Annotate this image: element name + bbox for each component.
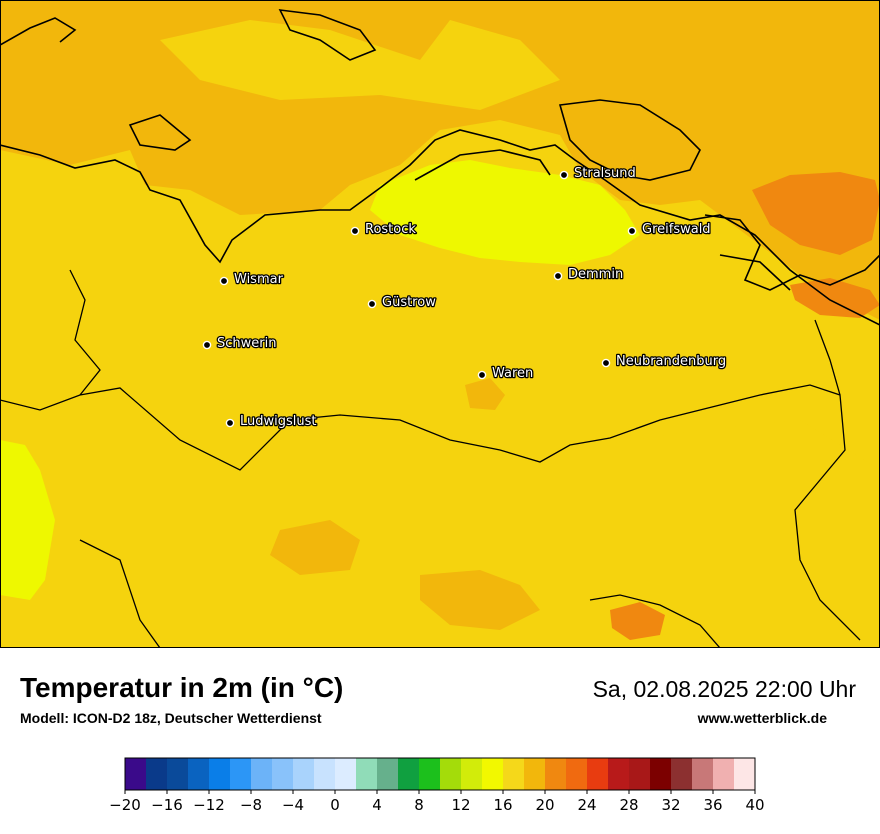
city-markers: Stralsund Rostock Greifswald Demmin Wism… [202, 165, 727, 430]
colorbar-tick-label: −16 [151, 796, 183, 814]
temperature-map[interactable]: Stralsund Rostock Greifswald Demmin Wism… [0, 0, 880, 648]
colorbar-segment [188, 758, 210, 790]
city-greifswald[interactable]: Greifswald [627, 221, 712, 238]
cool-patch-east [752, 172, 880, 255]
model-info: Modell: ICON-D2 18z, Deutscher Wetterdie… [20, 710, 322, 726]
colorbar-segment [167, 758, 189, 790]
colorbar-tick-label: 24 [577, 796, 596, 814]
city-stralsund[interactable]: Stralsund [559, 165, 637, 182]
colorbar-segment [671, 758, 693, 790]
colorbar-segment [482, 758, 504, 790]
colorbar-tick-label: 4 [372, 796, 382, 814]
colorbar-segment [209, 758, 231, 790]
colorbar-tick-label: −4 [282, 796, 304, 814]
colorbar-segment [692, 758, 714, 790]
colorbar-segment [125, 758, 147, 790]
warm-strip-west [0, 440, 55, 600]
city-rostock[interactable]: Rostock [350, 221, 418, 238]
colorbar-tick-label: 40 [745, 796, 764, 814]
coastlines [0, 9, 880, 326]
colorbar-segment [419, 758, 441, 790]
city-guestrow[interactable]: Güstrow [367, 294, 437, 311]
colorbar-tick-label: 8 [414, 796, 424, 814]
colorbar-segment [503, 758, 525, 790]
colorbar-tick-label: −12 [193, 796, 225, 814]
colorbar-segment [398, 758, 420, 790]
city-label-demmin: Demmin [568, 267, 623, 282]
colorbar-tick-label: 20 [535, 796, 554, 814]
colorbar-segment [272, 758, 294, 790]
forecast-datetime: Sa, 02.08.2025 22:00 Uhr [592, 676, 856, 702]
colorbar-segment [650, 758, 672, 790]
colorbar-segment [587, 758, 609, 790]
city-neubrandenburg[interactable]: Neubrandenburg [601, 353, 727, 370]
colorbar-segment [524, 758, 546, 790]
colorbar-tick-label: 28 [619, 796, 638, 814]
colorbar-tick-label: 12 [451, 796, 470, 814]
warm-patch-north-sea [160, 20, 560, 110]
colorbar-segment [566, 758, 588, 790]
orange-patch-south2 [420, 570, 540, 630]
colorbar-segment [608, 758, 630, 790]
colorbar-svg: −20 −16 −12 −8 −4 0 4 8 12 16 20 24 28 32 36 40 [109, 757, 765, 814]
colorbar-segment [377, 758, 399, 790]
colorbar-segment [230, 758, 252, 790]
city-label-waren: Waren [492, 366, 533, 381]
land-area-west [0, 385, 880, 648]
colorbar-segment [314, 758, 336, 790]
city-schwerin[interactable]: Schwerin [202, 335, 278, 352]
colorbar-segment [146, 758, 168, 790]
colorbar-tick-label: 0 [330, 796, 340, 814]
colorbar-segment [251, 758, 273, 790]
borders [0, 269, 861, 648]
colorbar-segment [335, 758, 357, 790]
map-canvas: Stralsund Rostock Greifswald Demmin Wism… [0, 0, 880, 648]
colorbar-segment [356, 758, 378, 790]
colorbar-tick-label: −8 [240, 796, 262, 814]
colorbar-segment [629, 758, 651, 790]
colorbar-segment [713, 758, 735, 790]
city-label-wismar: Wismar [234, 272, 284, 287]
city-waren[interactable]: Waren [477, 365, 535, 382]
colorbar-segment [461, 758, 483, 790]
colorbar-frame [124, 757, 756, 791]
city-label-greifswald: Greifswald [642, 222, 711, 237]
cool-patch-east2 [790, 278, 880, 318]
city-label-stralsund: Stralsund [574, 166, 636, 181]
city-label-schwerin: Schwerin [217, 336, 276, 351]
city-label-rostock: Rostock [365, 222, 416, 237]
colorbar-tick-label: 32 [661, 796, 680, 814]
city-demmin[interactable]: Demmin [553, 266, 624, 283]
colorbar-segment [734, 758, 756, 790]
colorbar-legend: −20 −16 −12 −8 −4 0 4 8 12 16 20 24 28 32 36 40 [109, 752, 770, 830]
colorbar-tick-label: 36 [703, 796, 722, 814]
orange-patch-center [465, 378, 505, 410]
website-link[interactable]: www.wetterblick.de [697, 710, 827, 726]
chart-title: Temperatur in 2m (in °C) [20, 672, 344, 703]
city-wismar[interactable]: Wismar [219, 271, 285, 288]
colorbar-tick-label: −20 [110, 796, 141, 814]
colorbar-segment [293, 758, 315, 790]
cool-patch-southeast [610, 602, 665, 640]
city-ludwigslust[interactable]: Ludwigslust [225, 413, 318, 430]
warm-core-region [370, 160, 640, 265]
orange-patch-south [270, 520, 360, 575]
colorbar-segment [545, 758, 567, 790]
colorbar-tick-label: 16 [493, 796, 512, 814]
colorbar-segment [440, 758, 462, 790]
city-label-ludwigslust: Ludwigslust [240, 414, 317, 429]
city-label-neubrandenburg: Neubrandenburg [616, 354, 726, 369]
city-label-guestrow: Güstrow [382, 295, 436, 310]
